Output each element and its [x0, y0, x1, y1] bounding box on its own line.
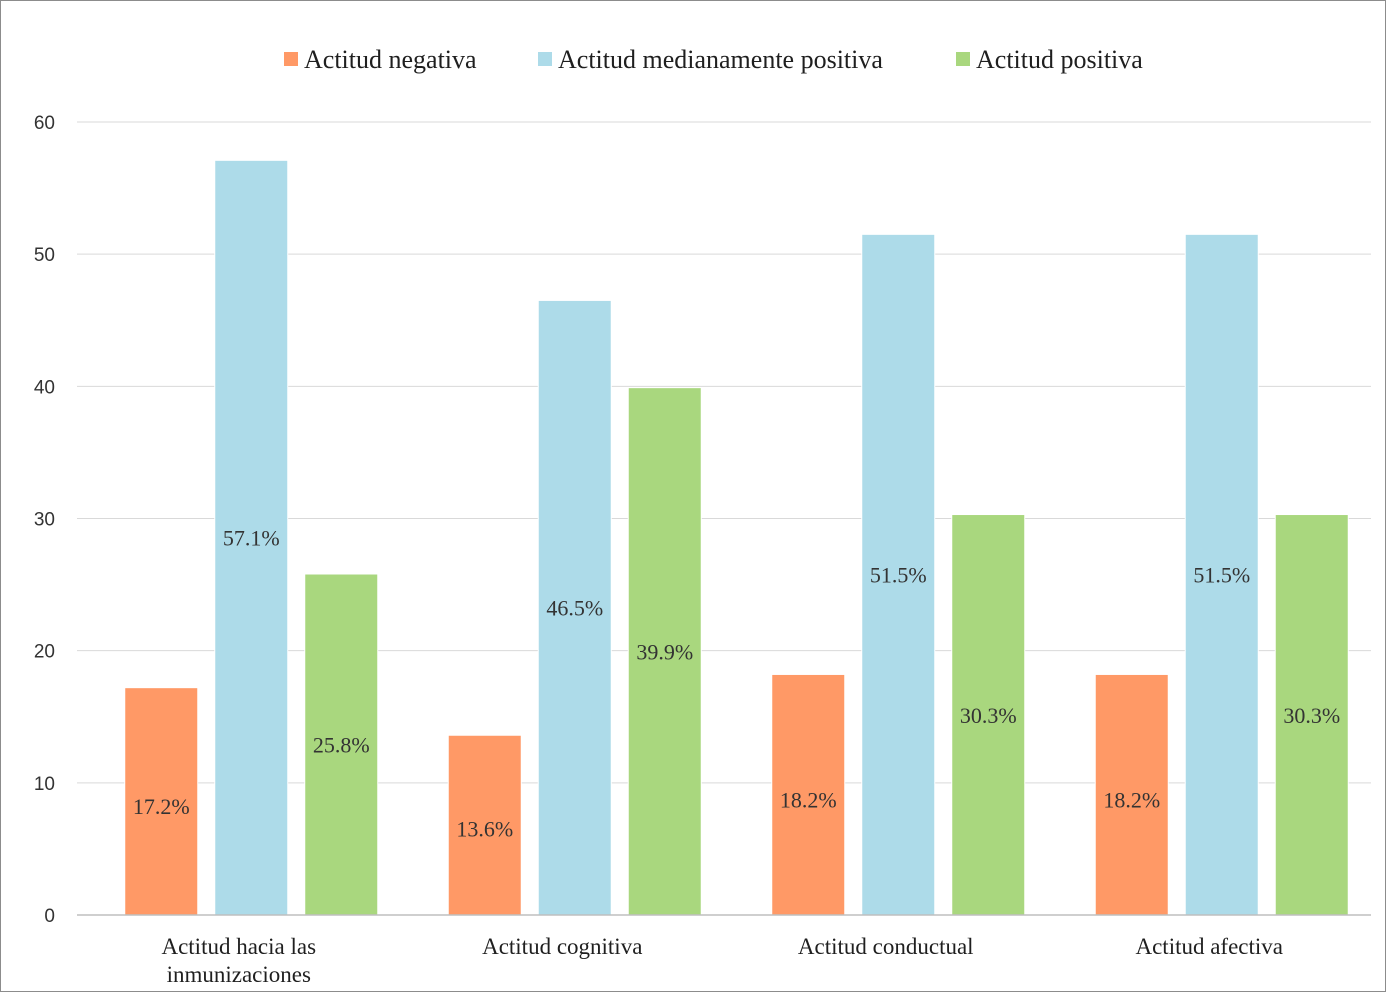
data-label: 13.6% [456, 817, 513, 842]
bar [1184, 233, 1259, 916]
data-label: 17.2% [133, 794, 190, 819]
y-axis: 0 10 20 30 40 50 60 [34, 113, 55, 927]
legend-swatch [956, 52, 970, 66]
bar [447, 734, 522, 916]
legend-label: Actitud negativa [304, 45, 477, 74]
bar [771, 673, 846, 916]
bar [214, 159, 289, 916]
data-label: 30.3% [960, 703, 1017, 728]
y-tick-label: 0 [44, 906, 55, 927]
x-tick-label: Actitud hacia las [161, 934, 316, 959]
bar [861, 233, 936, 916]
data-label: 51.5% [1193, 563, 1250, 588]
legend-label: Actitud positiva [976, 45, 1143, 74]
bar [1274, 514, 1349, 916]
data-labels: 17.2% 57.1% 25.8% 13.6% 46.5% 39.9% 18.2% 51.5%… [133, 526, 1340, 842]
x-tick-label: inmunizaciones [167, 962, 311, 987]
legend-swatch [538, 52, 552, 66]
bar [1094, 673, 1169, 916]
data-label: 39.9% [636, 639, 693, 664]
y-tick-label: 10 [34, 774, 55, 795]
y-tick-label: 20 [34, 642, 55, 663]
y-tick-label: 50 [34, 245, 55, 266]
y-tick-label: 30 [34, 510, 55, 531]
x-tick-label: Actitud conductual [798, 934, 974, 959]
data-label: 30.3% [1283, 703, 1340, 728]
bar [304, 573, 379, 916]
bars [124, 159, 1349, 916]
legend-swatch [284, 52, 298, 66]
legend: Actitud negativa Actitud medianamente pos… [284, 45, 1143, 74]
data-label: 18.2% [780, 788, 837, 813]
data-label: 46.5% [546, 596, 603, 621]
data-label: 51.5% [870, 563, 927, 588]
data-label: 18.2% [1103, 788, 1160, 813]
data-label: 25.8% [313, 733, 370, 758]
bar [537, 299, 612, 916]
data-label: 57.1% [223, 526, 280, 551]
bar [627, 387, 702, 916]
x-tick-label: Actitud afectiva [1135, 934, 1283, 959]
legend-label: Actitud medianamente positiva [558, 45, 883, 74]
x-tick-label: Actitud cognitiva [482, 934, 642, 959]
y-tick-label: 40 [34, 377, 55, 398]
y-tick-label: 60 [34, 113, 55, 134]
x-axis: Actitud hacia las inmunizaciones Actitud c… [77, 914, 1371, 987]
